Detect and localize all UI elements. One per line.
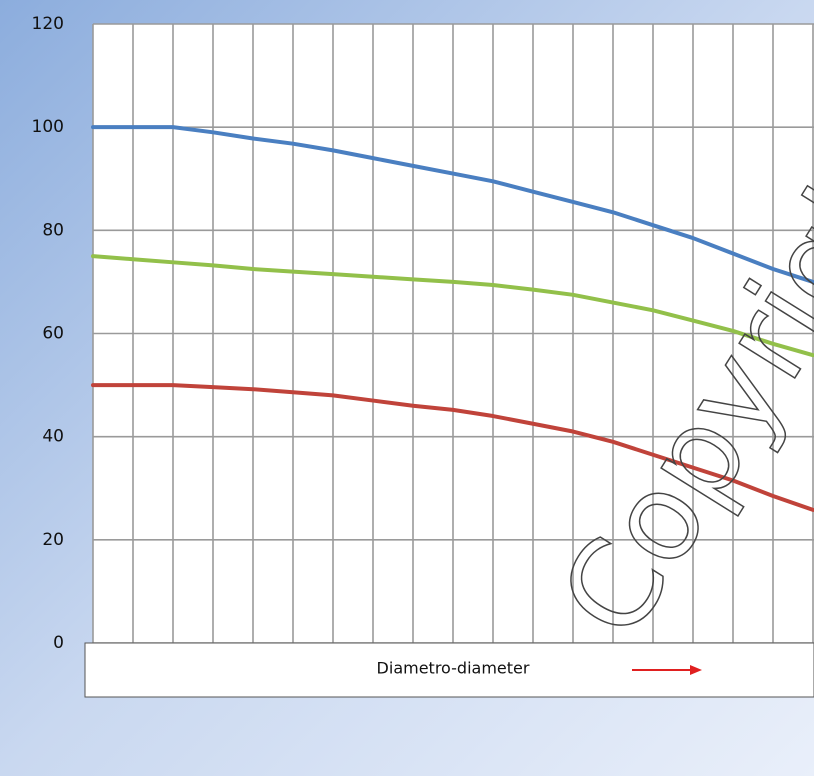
- x-axis-label: Diametro-diameter: [377, 659, 530, 678]
- y-tick-label: 20: [42, 530, 64, 550]
- y-tick-label: 40: [42, 427, 64, 447]
- y-tick-label: 0: [53, 633, 64, 653]
- lines: [91, 125, 814, 512]
- line-series: [91, 125, 814, 284]
- y-tick-label: 100: [32, 117, 64, 137]
- line-series: [91, 254, 814, 358]
- y-tick-label: 60: [42, 324, 64, 344]
- line-series: [91, 383, 814, 512]
- y-tick-label: 80: [42, 220, 64, 240]
- arrow-head: [690, 665, 702, 675]
- y-tick-label: 120: [32, 14, 64, 34]
- grid: [92, 23, 814, 644]
